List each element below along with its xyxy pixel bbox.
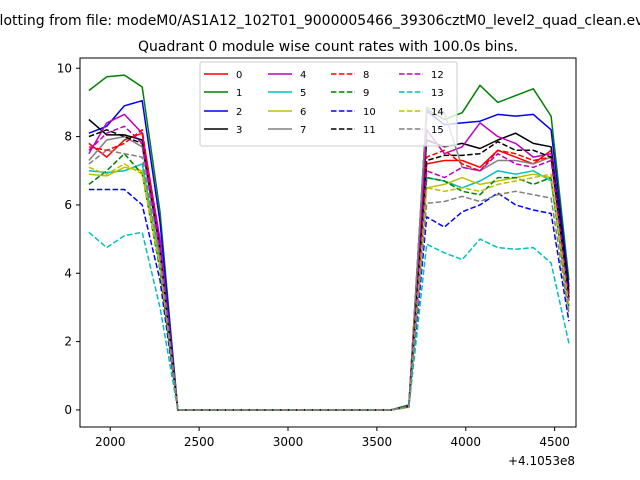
series-line-13 bbox=[88, 231, 570, 411]
x-tick-label: 2500 bbox=[184, 435, 215, 449]
series-line-9 bbox=[88, 152, 570, 411]
x-tick-label: 3500 bbox=[362, 435, 393, 449]
legend-label-1: 1 bbox=[236, 88, 242, 99]
series-line-10 bbox=[88, 188, 570, 411]
y-tick-label: 6 bbox=[64, 198, 72, 212]
x-tick-label: 4000 bbox=[451, 435, 482, 449]
legend-label-7: 7 bbox=[300, 125, 306, 136]
y-tick-label: 4 bbox=[64, 266, 72, 280]
x-tick-label: 4500 bbox=[539, 435, 570, 449]
y-axis: 0 2 4 6 8 10 bbox=[57, 61, 80, 417]
y-tick-label: 2 bbox=[64, 335, 72, 349]
y-tick-label: 0 bbox=[64, 403, 72, 417]
legend-label-4: 4 bbox=[300, 70, 306, 81]
series-lines bbox=[88, 74, 570, 411]
legend-label-9: 9 bbox=[363, 88, 369, 99]
legend-label-13: 13 bbox=[431, 88, 444, 99]
legend-frame bbox=[199, 61, 458, 147]
legend-label-10: 10 bbox=[363, 107, 376, 118]
legend-label-8: 8 bbox=[363, 70, 369, 81]
x-tick-label: 3000 bbox=[273, 435, 304, 449]
legend-label-0: 0 bbox=[236, 70, 242, 81]
x-tick-label: 2000 bbox=[95, 435, 126, 449]
chart-suptitle: Plotting from file: modeM0/AS1A12_102T01… bbox=[0, 13, 640, 29]
x-axis: 2000 2500 3000 3500 4000 4500 bbox=[95, 427, 570, 449]
chart-title: Quadrant 0 module wise count rates with … bbox=[138, 39, 518, 55]
legend-label-14: 14 bbox=[431, 107, 444, 118]
legend-label-15: 15 bbox=[431, 125, 444, 136]
legend-label-3: 3 bbox=[236, 125, 242, 136]
legend-label-2: 2 bbox=[236, 107, 242, 118]
series-line-15 bbox=[88, 149, 570, 411]
legend-label-12: 12 bbox=[431, 70, 444, 81]
x-axis-offset-label: +4.1053e8 bbox=[508, 454, 575, 468]
legend-label-11: 11 bbox=[363, 125, 376, 136]
legend-label-5: 5 bbox=[300, 88, 306, 99]
legend-label-6: 6 bbox=[300, 107, 306, 118]
y-tick-label: 10 bbox=[57, 61, 72, 75]
y-tick-label: 8 bbox=[64, 130, 72, 144]
